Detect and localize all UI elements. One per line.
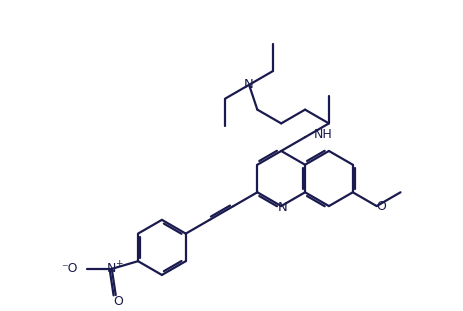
Text: +: + bbox=[115, 259, 122, 268]
Text: ⁻O: ⁻O bbox=[62, 262, 78, 275]
Text: NH: NH bbox=[313, 128, 332, 141]
Text: O: O bbox=[376, 200, 386, 212]
Text: N: N bbox=[277, 201, 287, 214]
Text: N: N bbox=[244, 78, 253, 91]
Text: O: O bbox=[113, 295, 122, 309]
Text: N: N bbox=[107, 262, 116, 275]
